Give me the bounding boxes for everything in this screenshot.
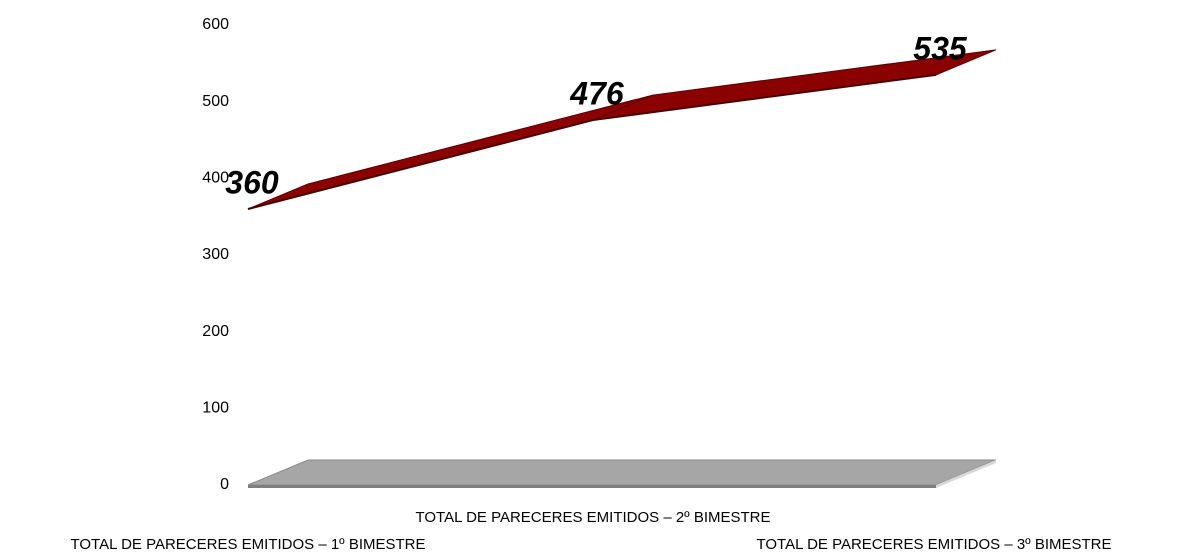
data-label: 535 [913, 30, 968, 66]
y-tick-label: 400 [202, 170, 229, 187]
y-tick-label: 0 [220, 476, 229, 493]
floor [247, 459, 997, 486]
data-label: 360 [225, 164, 279, 200]
floor-edge [248, 485, 936, 488]
ribbon-segment [247, 94, 654, 210]
y-tick-label: 200 [202, 323, 229, 340]
y-tick-label: 300 [202, 246, 229, 263]
y-tick-label: 600 [202, 16, 229, 33]
y-tick-label: 100 [202, 400, 229, 417]
x-tick-label: TOTAL DE PARECERES EMITIDOS – 3º BIMESTR… [757, 536, 1112, 553]
line-front-edge [247, 73, 937, 210]
y-tick-label: 500 [202, 93, 229, 110]
data-label: 476 [569, 76, 624, 112]
x-tick-label: TOTAL DE PARECERES EMITIDOS – 1º BIMESTR… [71, 536, 426, 553]
floor-side [936, 460, 996, 488]
x-tick-label: TOTAL DE PARECERES EMITIDOS – 2º BIMESTR… [416, 509, 771, 526]
